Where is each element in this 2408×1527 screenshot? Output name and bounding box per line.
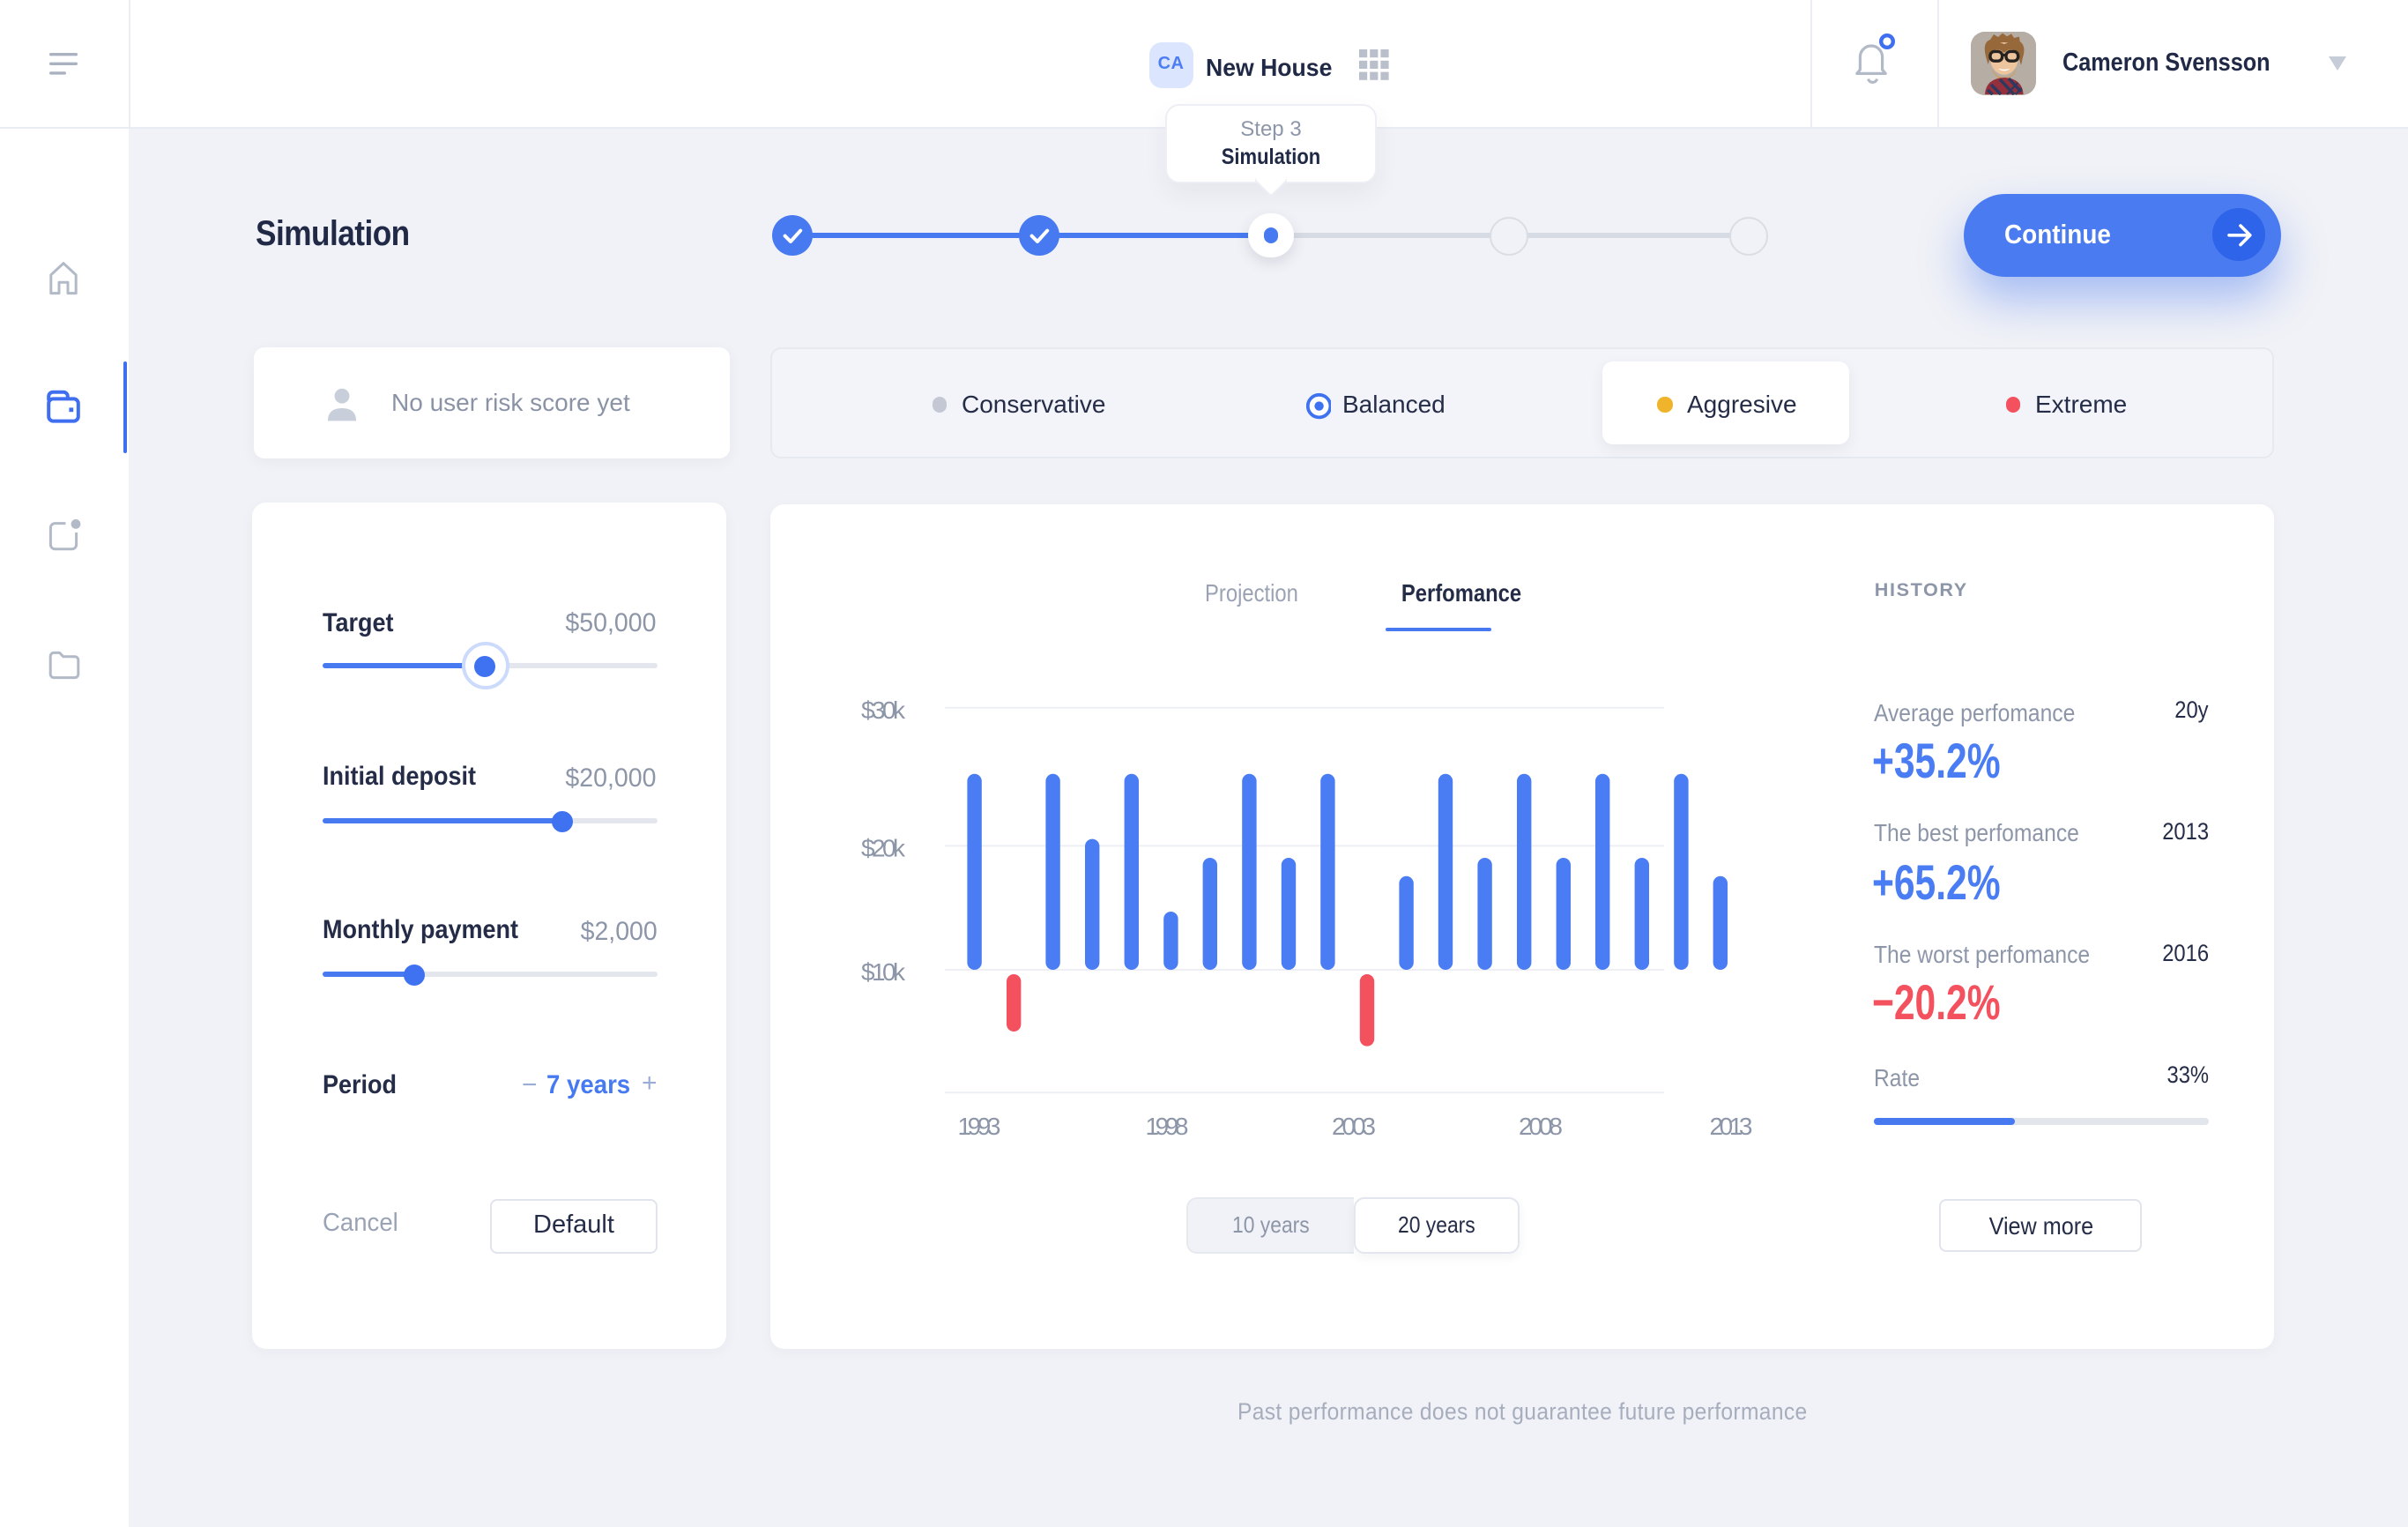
svg-text:1993: 1993: [958, 1113, 1001, 1140]
svg-text:2013: 2013: [1710, 1113, 1753, 1140]
svg-text:2008: 2008: [1519, 1113, 1563, 1140]
svg-text:$30k: $30k: [861, 696, 906, 724]
svg-text:2003: 2003: [1332, 1113, 1376, 1140]
svg-text:$20k: $20k: [861, 835, 906, 862]
svg-text:$10k: $10k: [861, 958, 906, 986]
svg-text:1998: 1998: [1146, 1113, 1189, 1140]
